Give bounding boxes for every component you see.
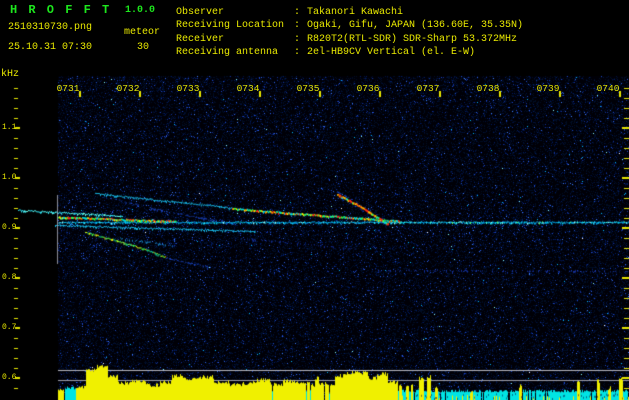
info-row-observer: Observer: Takanori Kawachi bbox=[176, 6, 523, 19]
station-info: Observer: Takanori Kawachi Receiving Loca… bbox=[176, 6, 523, 60]
x-axis-label: 0733 bbox=[176, 83, 200, 94]
colon-separator: : bbox=[294, 47, 301, 59]
observer-label: Observer bbox=[176, 7, 225, 18]
y-axis-label: 0.7 bbox=[2, 323, 17, 332]
colon-separator: : bbox=[294, 33, 301, 45]
x-axis-label: 0734 bbox=[236, 83, 260, 94]
x-axis-label: 0738 bbox=[476, 83, 500, 94]
y-axis-label: 0.9 bbox=[2, 223, 17, 232]
antenna-label: Receiving antenna bbox=[176, 47, 279, 59]
y-axis-label: 1.1 bbox=[2, 123, 17, 132]
observer-value: Takanori Kawachi bbox=[307, 7, 404, 18]
observation-datetime: 25.10.31 07:30 bbox=[8, 42, 93, 53]
info-row-receiver: Receiver: R820T2(RTL-SDR) SDR-Sharp 53.37… bbox=[176, 33, 523, 46]
x-axis-label: 0731 bbox=[56, 83, 80, 94]
antenna-value: 2el-HB9CV Vertical (el. E-W) bbox=[307, 47, 476, 59]
output-filename: 2510310730.png bbox=[8, 22, 93, 33]
x-axis-label: 0735 bbox=[296, 83, 320, 94]
colon-separator: : bbox=[294, 7, 301, 18]
receiver-label: Receiver bbox=[176, 33, 225, 45]
receiver-value: R820T2(RTL-SDR) SDR-Sharp 53.372MHz bbox=[307, 33, 518, 45]
location-value: Ogaki, Gifu, JAPAN (136.60E, 35.35N) bbox=[307, 20, 524, 32]
app-title: H R O F F T bbox=[10, 3, 112, 17]
app-version: 1.0.0 bbox=[125, 5, 156, 16]
x-axis-label: 0740 bbox=[596, 83, 620, 94]
observation-mode: meteor bbox=[124, 27, 161, 38]
location-label: Receiving Location bbox=[176, 20, 285, 32]
info-row-antenna: Receiving antenna:2el-HB9CV Vertical (el… bbox=[176, 46, 523, 59]
interval-value: 30 bbox=[137, 42, 150, 53]
colon-separator: : bbox=[294, 20, 301, 32]
x-axis-label: 0732 bbox=[116, 83, 140, 94]
x-axis-label: 0736 bbox=[356, 83, 380, 94]
y-axis-label: 0.8 bbox=[2, 273, 17, 282]
info-row-location: Receiving Location: Ogaki, Gifu, JAPAN (1… bbox=[176, 19, 523, 32]
y-axis-unit: kHz bbox=[1, 69, 20, 80]
x-axis-label: 0739 bbox=[536, 83, 560, 94]
y-axis-label: 1.0 bbox=[2, 173, 17, 182]
y-axis-label: 0.6 bbox=[2, 373, 17, 382]
x-axis-label: 0737 bbox=[416, 83, 440, 94]
